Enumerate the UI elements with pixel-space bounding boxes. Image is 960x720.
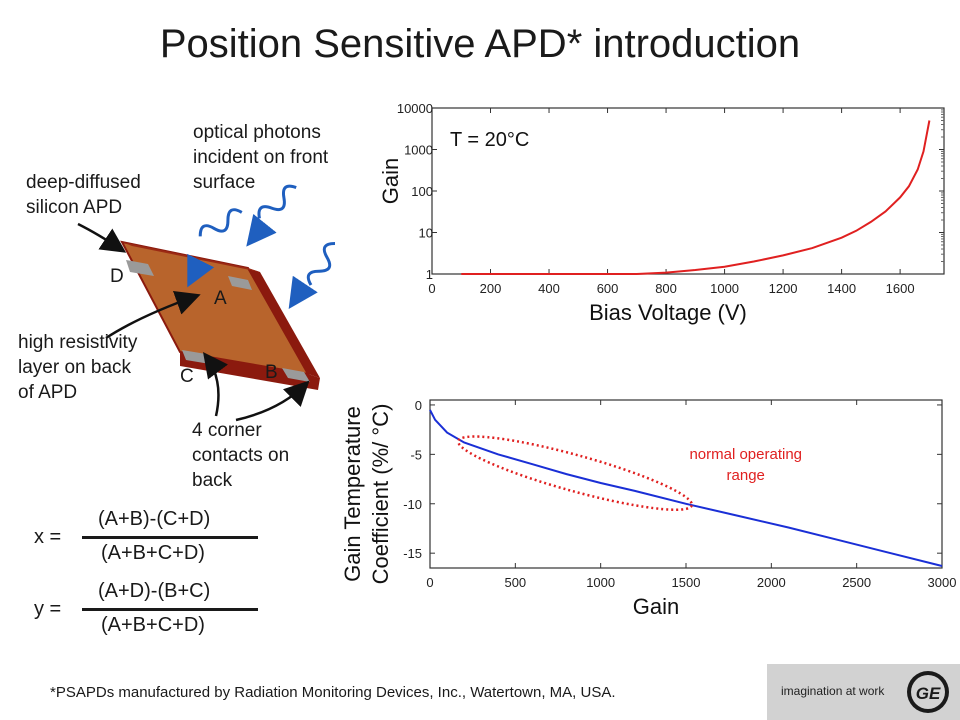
apd-diagram xyxy=(77,184,336,422)
corner-label-b: B xyxy=(265,362,278,383)
x-axis-label: Gain xyxy=(633,594,679,619)
pointer-arrow xyxy=(235,380,310,422)
gain-vs-voltage-chart: 0 200 400 600 800 1000 1200 1400 1600 1 10 100 1000 1… xyxy=(378,101,945,325)
contact-a xyxy=(228,276,252,290)
pointer-arrow xyxy=(105,290,201,340)
pointer-arrow xyxy=(77,222,127,253)
x-tick-label: 200 xyxy=(480,281,502,296)
logo-tagline: imagination at work xyxy=(781,684,885,698)
formula-y-denominator: (A+B+C+D) xyxy=(101,614,205,636)
contact-b xyxy=(282,368,310,382)
y-tick-label: 10 xyxy=(419,226,433,241)
photon-wave-icon xyxy=(198,208,243,237)
x-tick-label: 0 xyxy=(428,281,435,296)
photon-wave-icon xyxy=(257,184,297,219)
y-tick-label: -10 xyxy=(403,497,422,512)
x-tick-label: 600 xyxy=(597,281,619,296)
y-tick-label: 1000 xyxy=(404,143,433,158)
x-tick-label: 1600 xyxy=(886,281,915,296)
label-resistive-layer: high resistivity layer on back of APD xyxy=(18,332,138,403)
operating-range-label: range xyxy=(727,467,765,484)
contact-c xyxy=(182,350,210,364)
x-tick-label: 400 xyxy=(538,281,560,296)
y-tick-label: -5 xyxy=(410,447,422,462)
x-tick-label: 0 xyxy=(426,575,433,590)
logo-mark-text: GE xyxy=(916,684,941,703)
x-tick-label: 1400 xyxy=(827,281,856,296)
operating-range-ellipse xyxy=(457,435,694,511)
y-tick-label: 0 xyxy=(415,398,422,413)
y-tick-label: 10000 xyxy=(397,101,433,116)
y-tick-label: 100 xyxy=(411,184,433,199)
formula-x-label: x = xyxy=(34,526,62,548)
photon-wave-icon xyxy=(306,241,336,286)
operating-range-label: normal operating xyxy=(689,446,802,463)
x-tick-label: 1500 xyxy=(672,575,701,590)
corner-label-a: A xyxy=(214,288,227,309)
gain-curve xyxy=(461,120,931,275)
x-tick-label: 1000 xyxy=(586,575,615,590)
page-title: Position Sensitive APD* introduction xyxy=(159,22,801,66)
formula-y-label: y = xyxy=(34,598,62,620)
y-axis-label: Coefficient (%/ °C) xyxy=(368,404,393,585)
gain-temp-coefficient-chart: 0 500 1000 1500 2000 2500 3000 0 -5 -10 -15 normal … xyxy=(340,398,957,619)
corner-label-c: C xyxy=(180,366,194,387)
y-axis-label: Gain Temperature xyxy=(340,406,365,582)
x-tick-label: 3000 xyxy=(928,575,957,590)
x-tick-label: 500 xyxy=(504,575,526,590)
label-apd: deep-diffused silicon APD xyxy=(26,172,141,218)
x-tick-label: 2000 xyxy=(757,575,786,590)
temperature-annotation: T = 20°C xyxy=(450,129,529,151)
formula-x-numerator: (A+B)-(C+D) xyxy=(98,508,211,530)
plot-frame xyxy=(429,399,943,569)
y-tick-label: -15 xyxy=(403,546,422,561)
x-tick-label: 1000 xyxy=(710,281,739,296)
formula-x-fraction-bar xyxy=(82,536,258,539)
label-photons: optical photons incident on front surfac… xyxy=(193,122,329,193)
label-contacts: 4 corner contacts on back xyxy=(192,420,290,491)
x-axis-label: Bias Voltage (V) xyxy=(589,300,747,325)
formula-y-numerator: (A+D)-(B+C) xyxy=(98,580,211,602)
photon-wave-icon xyxy=(288,275,318,309)
apd-side-edge xyxy=(248,268,320,378)
formula-y-fraction-bar xyxy=(82,608,258,611)
pointer-arrow xyxy=(203,351,228,417)
y-tick-label: 1 xyxy=(426,267,433,282)
x-tick-label: 1200 xyxy=(769,281,798,296)
footnote: *PSAPDs manufactured by Radiation Monito… xyxy=(50,684,616,701)
contact-d xyxy=(126,260,154,276)
photon-wave-icon xyxy=(246,213,277,247)
x-tick-label: 800 xyxy=(655,281,677,296)
ge-logo: imagination at work GE xyxy=(767,664,960,720)
y-axis-label: Gain xyxy=(378,158,403,204)
temp-coefficient-curve xyxy=(429,409,943,567)
photon-wave-icon xyxy=(187,253,215,288)
x-tick-label: 2500 xyxy=(842,575,871,590)
ge-monogram-icon: GE xyxy=(907,671,949,713)
formula-x-denominator: (A+B+C+D) xyxy=(101,542,205,564)
corner-label-d: D xyxy=(110,266,124,287)
